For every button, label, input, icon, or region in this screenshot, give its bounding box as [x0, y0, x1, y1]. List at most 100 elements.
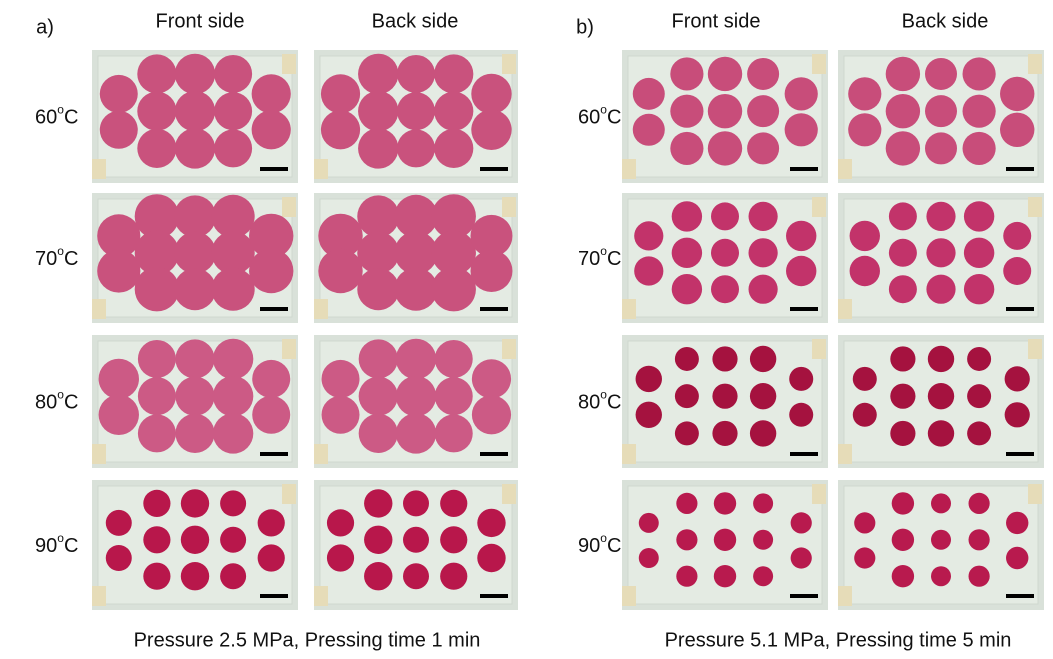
dot	[138, 340, 176, 378]
dot	[472, 395, 511, 434]
temperature: 60	[578, 107, 600, 129]
dot	[747, 58, 779, 90]
dot	[712, 346, 737, 371]
dot	[396, 339, 436, 379]
dot	[964, 274, 994, 304]
dot	[889, 275, 917, 303]
scale-bar	[790, 167, 818, 171]
tape	[502, 339, 516, 359]
scale-bar	[480, 594, 508, 598]
dot	[357, 195, 399, 237]
tape	[92, 586, 106, 606]
dot	[963, 132, 996, 165]
dot	[322, 396, 360, 434]
dot	[749, 275, 778, 304]
dot	[472, 359, 511, 398]
unit: C	[607, 535, 621, 557]
scale-bar	[790, 452, 818, 456]
dot	[675, 421, 699, 445]
dot	[931, 566, 951, 586]
dot	[749, 238, 778, 267]
scale-bar	[480, 307, 508, 311]
dot	[850, 221, 880, 251]
dot	[1006, 547, 1028, 569]
photo	[314, 480, 518, 610]
dot	[750, 383, 776, 409]
dot	[214, 55, 252, 93]
tape	[1028, 339, 1042, 359]
dot	[359, 377, 398, 416]
dot	[175, 128, 215, 168]
tape	[622, 299, 636, 319]
dot	[138, 377, 176, 415]
dot	[357, 268, 399, 310]
tape	[314, 299, 328, 319]
dot	[753, 566, 773, 586]
dot	[220, 563, 246, 589]
scale-bar	[790, 307, 818, 311]
dot	[890, 384, 915, 409]
photo	[92, 335, 298, 468]
caption: Pressure 5.1 MPa, Pressing time 5 min	[665, 629, 1012, 651]
tape	[92, 159, 106, 179]
dot	[364, 562, 392, 590]
dot	[928, 420, 954, 446]
dot	[220, 527, 246, 553]
photo	[92, 193, 298, 323]
dot	[789, 367, 813, 391]
dot	[633, 114, 665, 146]
dot	[892, 492, 914, 514]
scale-bar	[260, 594, 288, 598]
dot	[786, 221, 816, 251]
dot	[969, 493, 990, 514]
column-header: Back side	[902, 10, 989, 32]
figure: a)Front sideBack side60oC70oC80oC90oCPre…	[0, 0, 1053, 659]
dot	[435, 377, 473, 415]
dot	[670, 95, 703, 128]
dot	[143, 490, 170, 517]
dot	[174, 232, 216, 274]
temperature: 90	[35, 535, 57, 557]
tape	[314, 586, 328, 606]
dot	[434, 92, 473, 131]
dot	[967, 421, 991, 445]
dot	[214, 92, 252, 130]
dot	[926, 202, 955, 231]
row-label: 90oC	[578, 531, 621, 557]
dot	[212, 268, 255, 311]
tape	[622, 586, 636, 606]
dot	[137, 92, 176, 131]
dot	[791, 512, 812, 533]
dot	[749, 202, 778, 231]
dot	[175, 377, 214, 416]
dot	[785, 113, 818, 146]
dot	[890, 421, 915, 446]
dot	[848, 113, 881, 146]
scale-bar	[1006, 307, 1034, 311]
dot	[672, 201, 702, 231]
row-label: 80oC	[35, 388, 78, 414]
photo	[314, 193, 518, 323]
dot	[135, 267, 179, 311]
dot	[926, 275, 955, 304]
dot	[327, 509, 354, 536]
dot	[853, 403, 877, 427]
dot	[928, 383, 954, 409]
dot	[670, 132, 703, 165]
caption: Pressure 2.5 MPa, Pressing time 1 min	[134, 629, 481, 651]
dot	[853, 367, 877, 391]
dot	[750, 346, 776, 372]
dot	[925, 132, 957, 164]
photo	[92, 480, 298, 610]
dot	[258, 544, 285, 571]
tape	[1028, 484, 1042, 504]
dot	[435, 414, 473, 452]
dot	[403, 490, 429, 516]
dot	[636, 402, 662, 428]
tape	[314, 444, 328, 464]
dot	[969, 529, 990, 550]
unit: C	[607, 248, 621, 270]
tape	[282, 339, 296, 359]
tape	[812, 197, 826, 217]
scale-bar	[480, 167, 508, 171]
